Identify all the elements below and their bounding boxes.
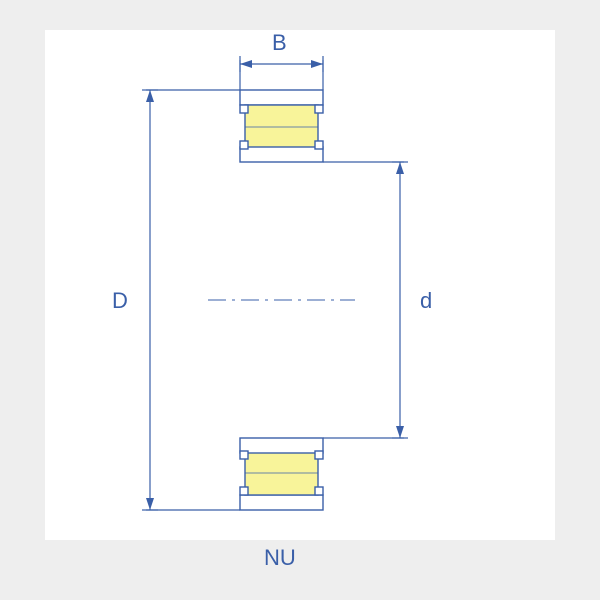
label-B: B [272,30,287,56]
label-d: d [420,288,432,314]
label-D: D [112,288,128,314]
bearing-diagram [0,0,600,600]
footer-type: NU [264,545,296,571]
